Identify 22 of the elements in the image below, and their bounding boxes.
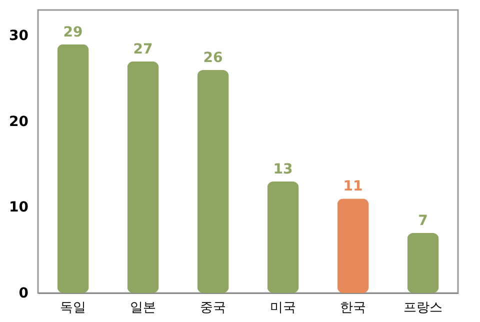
y-tick-label: 30 xyxy=(9,28,29,44)
x-tick-label: 일본 xyxy=(130,300,156,316)
x-tick-label: 프랑스 xyxy=(404,300,442,316)
y-tick-label: 0 xyxy=(18,286,29,302)
data-label: 26 xyxy=(203,50,223,66)
x-tick-label: 미국 xyxy=(270,300,296,316)
bar xyxy=(127,61,159,293)
bar xyxy=(407,232,439,293)
data-label: 11 xyxy=(343,178,363,195)
bar xyxy=(197,70,229,293)
bar xyxy=(337,198,369,293)
data-label: 7 xyxy=(418,212,428,229)
bar xyxy=(267,182,299,293)
x-tick-label: 한국 xyxy=(340,300,366,316)
y-tick-label: 20 xyxy=(9,114,29,130)
x-tick-label: 중국 xyxy=(200,300,226,316)
y-tick-label: 10 xyxy=(9,200,29,216)
x-tick-label: 독일 xyxy=(60,300,86,316)
bar xyxy=(57,44,89,293)
data-label: 13 xyxy=(273,162,293,178)
data-label: 29 xyxy=(63,24,83,40)
data-label: 27 xyxy=(133,41,153,58)
